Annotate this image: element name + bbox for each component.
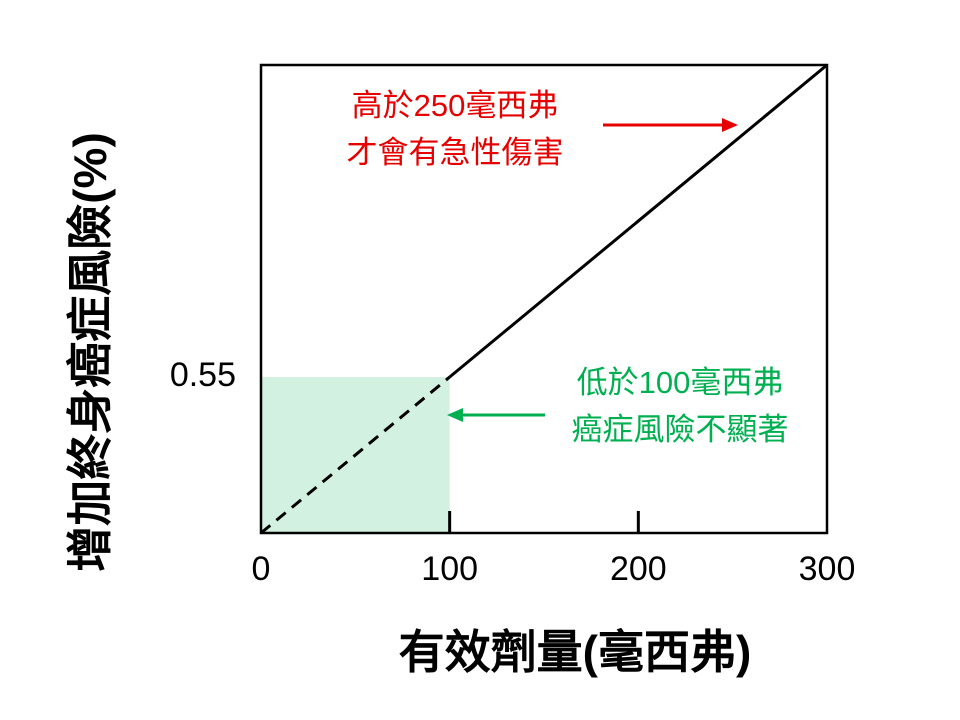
- x-axis-label: 有效劑量(毫西弗): [399, 626, 752, 678]
- x-tick-label: 300: [799, 550, 856, 588]
- x-tick-label: 200: [610, 550, 667, 588]
- annotation-text: 低於100毫西弗: [577, 365, 784, 400]
- annotation-text: 癌症風險不顯著: [572, 412, 789, 447]
- x-tick-label: 0: [252, 550, 271, 588]
- annotation-text: 才會有急性傷害: [347, 135, 564, 170]
- annotation-arrowhead: [722, 118, 738, 132]
- plot-frame: [259, 63, 829, 535]
- x-tick-label: 100: [421, 550, 478, 588]
- annotation-text: 高於250毫西弗: [352, 88, 559, 123]
- y-tick-label: 0.55: [170, 356, 236, 394]
- annotation-arrowhead: [447, 408, 463, 422]
- data-line: [448, 63, 828, 379]
- y-axis-label: 增加終身癌症風險(%): [64, 132, 116, 572]
- data-line: [260, 375, 451, 535]
